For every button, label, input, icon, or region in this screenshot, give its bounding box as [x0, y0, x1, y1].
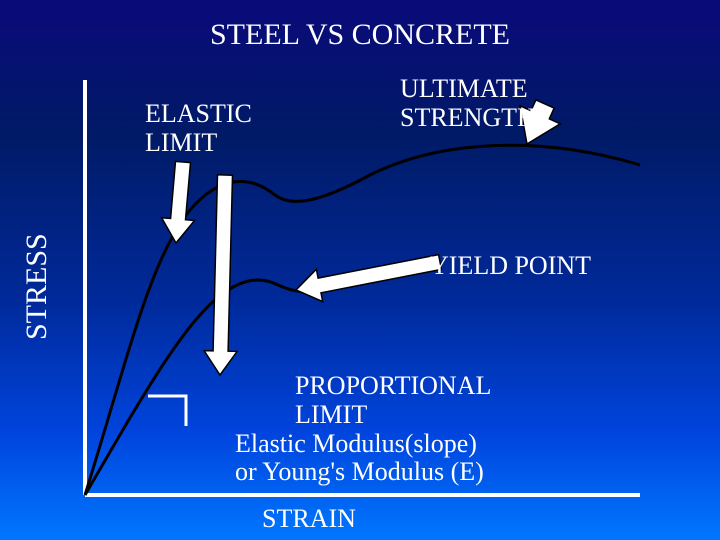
elastic-modulus-label-2: or Young's Modulus (E)	[235, 458, 484, 487]
proportional-limit-label: PROPORTIONAL LIMIT	[295, 372, 491, 429]
y-axis-label: STRESS	[20, 233, 54, 340]
yield-point-label: YIELD POINT	[430, 252, 591, 281]
elastic-limit-arrow	[162, 161, 195, 243]
yield-point-arrow	[296, 255, 441, 302]
ultimate-strength-label: ULTIMATE STRENGTH	[400, 75, 536, 132]
elastic-limit-label: ELASTIC LIMIT	[145, 100, 252, 157]
x-axis-label: STRAIN	[262, 504, 356, 534]
right-angle-marker	[148, 396, 186, 426]
proportional-limit-arrow	[204, 175, 237, 375]
elastic-modulus-label-1: Elastic Modulus(slope)	[235, 430, 477, 459]
